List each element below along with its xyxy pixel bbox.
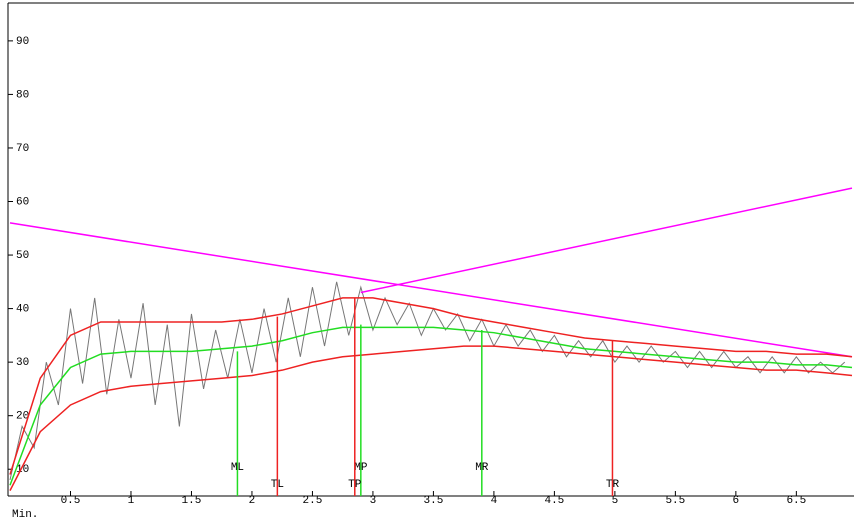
y-tick-label: 60	[16, 196, 29, 208]
x-tick-label: 6	[733, 495, 740, 507]
series-line	[9, 345, 853, 491]
marker-label: TP	[348, 479, 362, 491]
x-tick-label: 2	[249, 495, 256, 507]
x-tick-label: 4	[491, 495, 498, 507]
y-tick-label: 70	[16, 143, 29, 155]
x-axis-label: Min.	[12, 509, 38, 521]
marker-label: ML	[231, 462, 244, 474]
x-tick-label: 4.5	[544, 495, 564, 507]
y-tick-label: 30	[16, 357, 29, 369]
marker-label: TR	[606, 479, 620, 491]
x-tick-label: 0.5	[61, 495, 81, 507]
y-tick-label: 90	[16, 36, 29, 48]
x-tick-label: 3.5	[424, 495, 444, 507]
marker-label: MP	[354, 462, 368, 474]
x-tick-label: 1	[128, 495, 135, 507]
x-tick-label: 5	[612, 495, 619, 507]
marker-label: TL	[271, 479, 284, 491]
series-line	[360, 187, 853, 294]
y-tick-label: 20	[16, 411, 29, 423]
y-tick-label: 50	[16, 250, 29, 262]
x-tick-label: 3	[370, 495, 377, 507]
series-line	[9, 281, 846, 481]
x-tick-label: 5.5	[665, 495, 685, 507]
y-tick-label: 80	[16, 89, 29, 101]
x-tick-label: 1.5	[182, 495, 202, 507]
x-tick-label: 2.5	[303, 495, 323, 507]
series-line	[9, 222, 853, 358]
series-line	[9, 326, 853, 486]
marker-label: MR	[475, 462, 489, 474]
x-tick-label: 6.5	[786, 495, 806, 507]
y-tick-label: 40	[16, 304, 29, 316]
series-line	[9, 297, 853, 475]
